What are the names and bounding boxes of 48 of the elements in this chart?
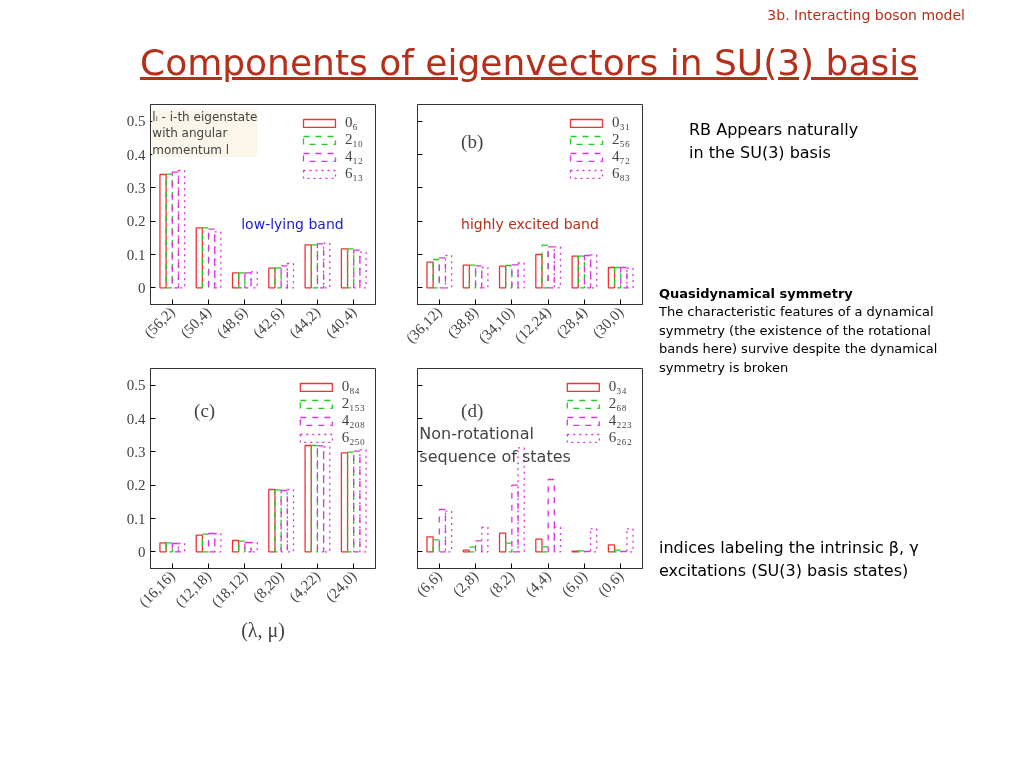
x-tick-label: (4,4): [522, 567, 555, 601]
annotation: Non-rotational sequence of states: [419, 423, 571, 467]
legend-label: 2₁₀: [345, 131, 364, 148]
y-tick-label: 0.4: [126, 410, 146, 427]
legend-label: 4₁₂: [345, 148, 364, 165]
legend-label: 4₇₂: [612, 148, 631, 165]
legend-label: 6₈₃: [612, 165, 631, 182]
text: The characteristic features of a dynamical symmetry (the existence of the rotational bands here) survive despite the dynamical symmetry is broken: [659, 303, 939, 377]
legend-label: 6₂₆₂: [608, 429, 632, 446]
legend-label: 2₅₆: [612, 131, 631, 148]
y-tick-label: 0: [138, 543, 146, 560]
legend-label: 0₈₄: [341, 378, 361, 395]
y-tick-label: 0.5: [126, 377, 146, 394]
legend-label: 0₃₁: [612, 114, 631, 131]
x-axis-title: (λ, μ): [241, 618, 285, 642]
legend-label: 6₁₃: [345, 165, 364, 182]
y-tick-label: 0.4: [126, 146, 146, 163]
y-tick-label: 0.2: [126, 213, 146, 230]
x-tick-label: (6,6): [413, 567, 446, 601]
y-tick-label: 0.3: [126, 443, 146, 460]
legend-label: 4₂₂₃: [608, 412, 632, 429]
annotation: (c): [194, 400, 216, 423]
legend-label: 4₂₀₈: [341, 412, 365, 429]
x-tick-label: (8,2): [485, 567, 519, 601]
legend-label: 0₆: [345, 114, 359, 131]
text: RB Appears naturally in the SU(3) basis: [689, 119, 860, 164]
y-tick-label: 0: [138, 279, 146, 296]
legend-label: 2₁₅₃: [341, 395, 365, 412]
text: Components of eigenvectors in SU(3) basis: [140, 42, 919, 83]
y-tick-label: 0.1: [126, 510, 146, 527]
y-tick-label: 0.3: [126, 179, 146, 196]
annotation: (b): [461, 131, 484, 154]
annotation: lᵢ - i-th eigenstate with angular momentum l: [152, 109, 258, 158]
annotation: low-lying band: [241, 216, 344, 233]
text: indices labeling the intrinsic β, γ excitations (SU(3) basis states): [659, 537, 919, 582]
text: 3b. Interacting boson model: [767, 6, 965, 25]
annotation: highly excited band: [461, 216, 599, 233]
x-tick-label: (2,8): [449, 567, 482, 601]
legend-label: 2₆₈: [608, 395, 628, 412]
legend-label: 0₃₄: [608, 378, 628, 395]
x-tick-label: (6,0): [558, 567, 591, 601]
legend-label: 6₂₅₀: [341, 429, 365, 446]
y-tick-label: 0.5: [126, 113, 146, 130]
text: Quasidynamical symmetry: [659, 284, 854, 303]
y-tick-label: 0.1: [126, 246, 146, 263]
annotation: (d): [461, 400, 484, 423]
x-tick-label: (0,6): [594, 567, 628, 601]
y-tick-label: 0.2: [126, 477, 146, 494]
